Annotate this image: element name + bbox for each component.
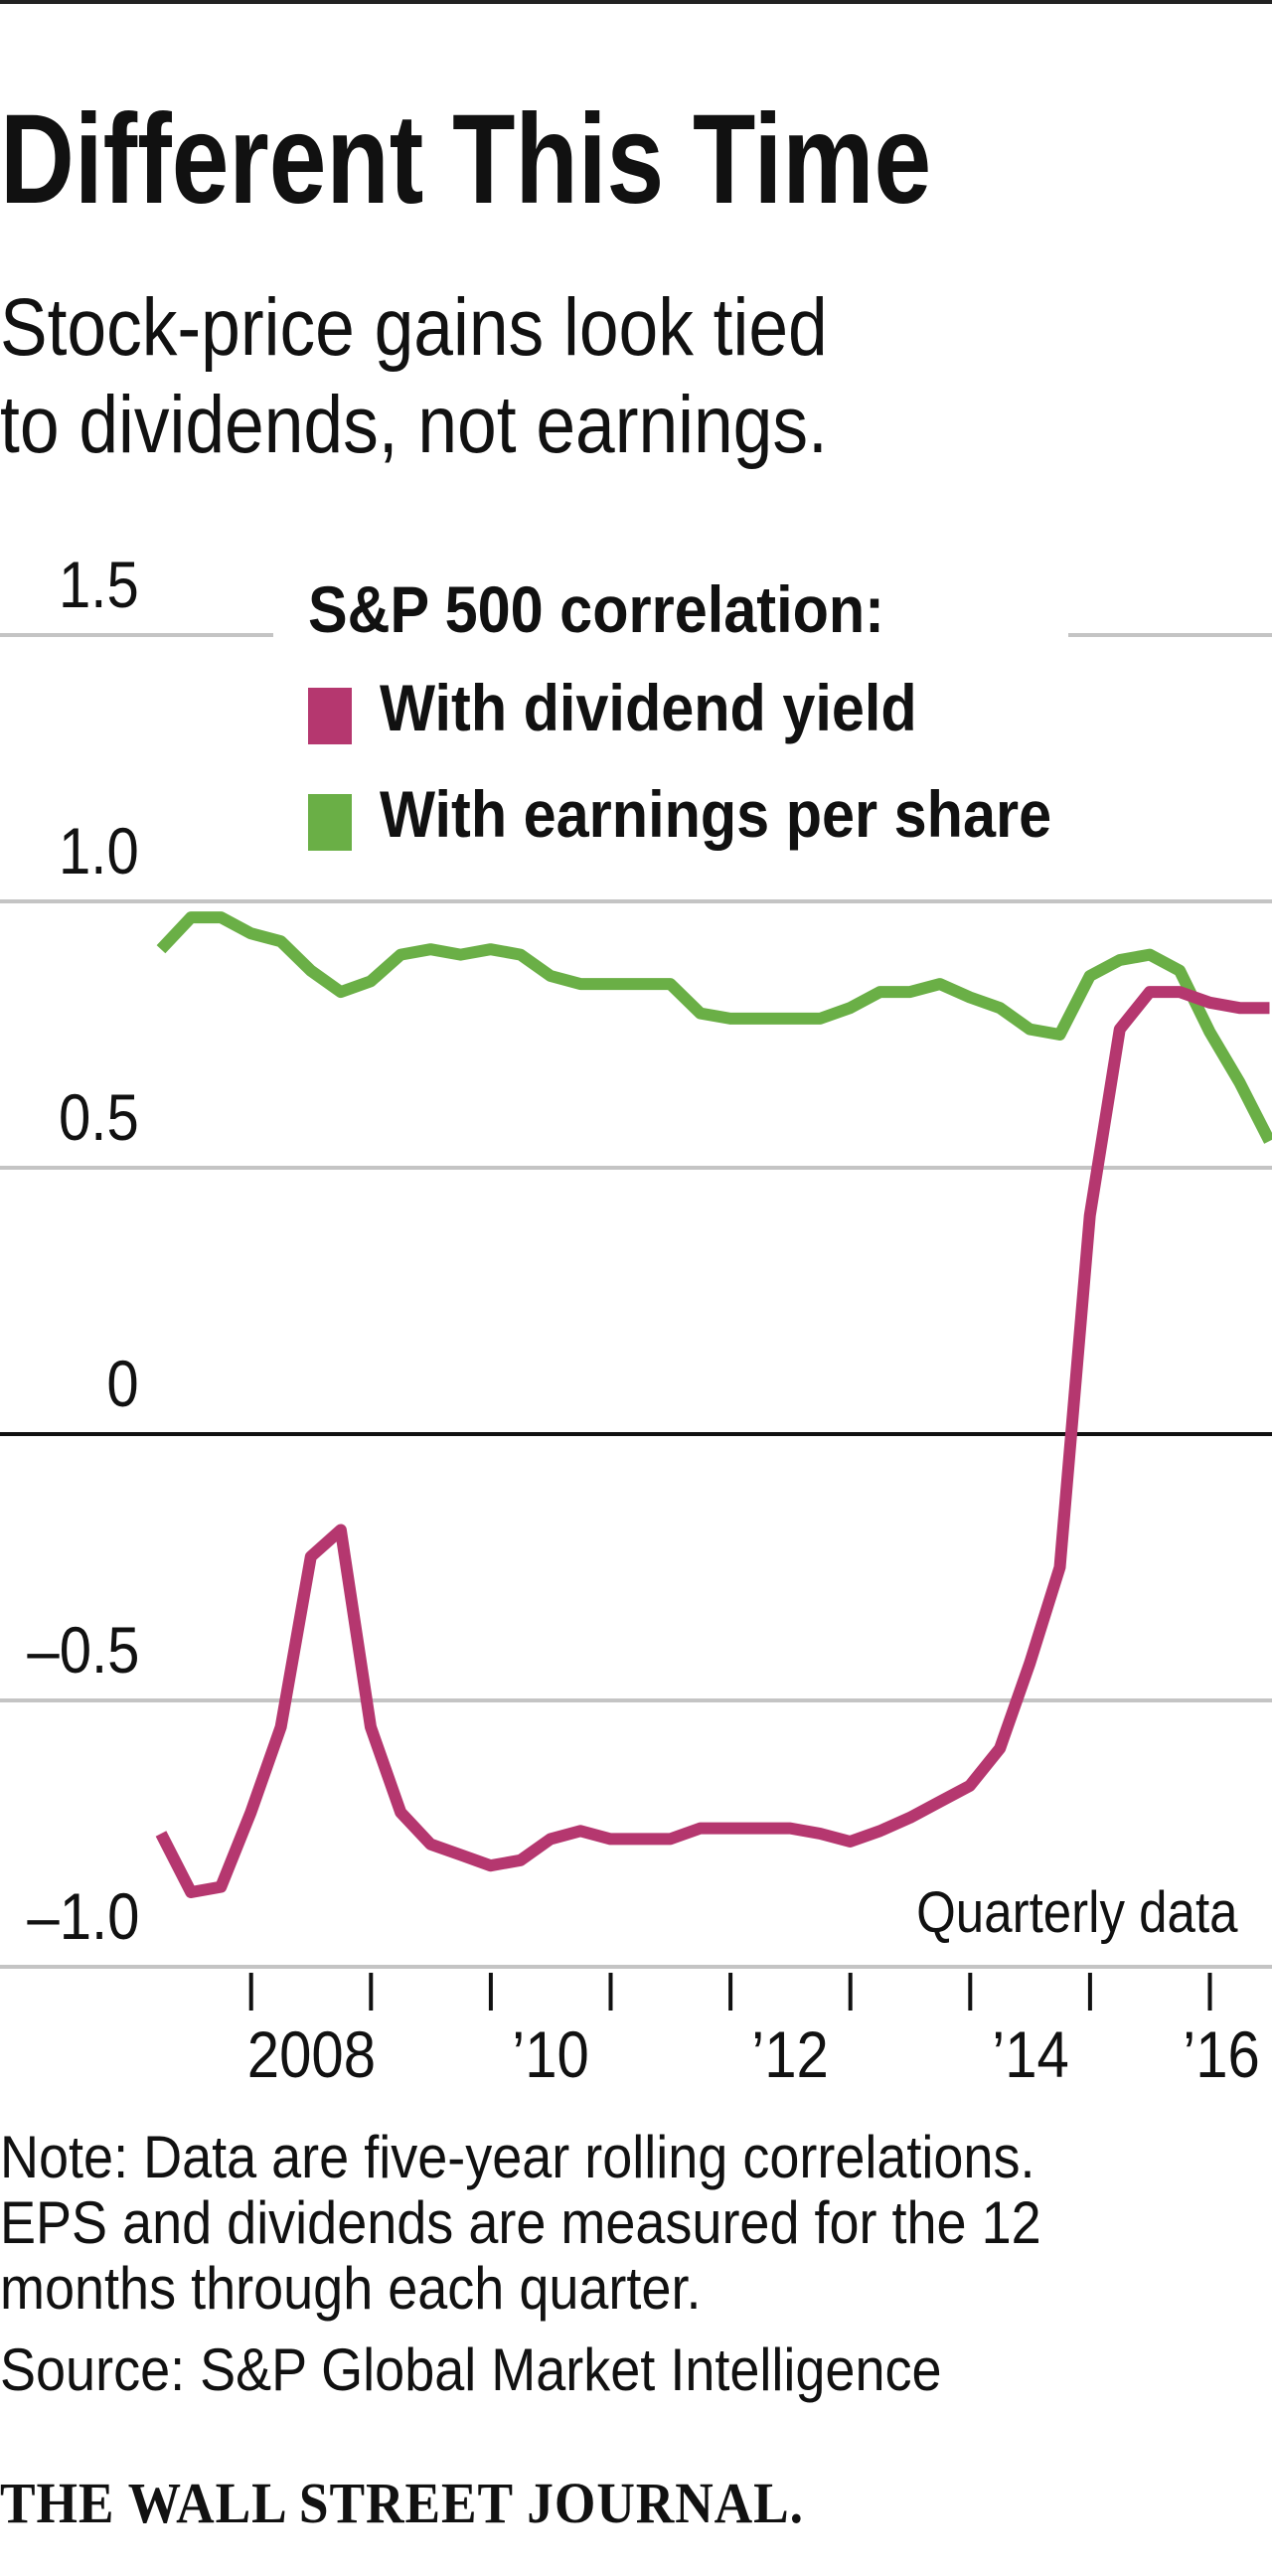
y-tick-label: 1.5 [0, 552, 139, 617]
legend-label: With earnings per share [380, 777, 1052, 851]
note-line-2: EPS and dividends are measured for the 1… [0, 2193, 1157, 2253]
quarterly-data-annotation: Quarterly data [873, 1884, 1238, 1942]
y-tick-label: 0.5 [0, 1084, 139, 1150]
note-text: months through each quarter. [0, 2255, 702, 2322]
x-tick-label-text: ’14 [991, 2017, 1069, 2091]
legend-background [273, 596, 1068, 676]
x-tick-label: ’14 [987, 2021, 1074, 2087]
top-rule [0, 0, 1272, 4]
series-line [155, 986, 1270, 1898]
x-tick-label: ’10 [507, 2021, 594, 2087]
subtitle-text: Stock-price gains look tied [0, 282, 828, 373]
y-tick-label: 0 [0, 1351, 139, 1416]
subtitle-line-2: to dividends, not earnings. [0, 385, 951, 466]
series-lines [155, 911, 1272, 1898]
y-tick-label-text: 0 [106, 1347, 139, 1420]
legend-item-dividend: With dividend yield [380, 675, 977, 740]
wsj-logo: THE WALL STREET JOURNAL. [0, 2475, 874, 2532]
title-text: Different This Time [0, 88, 932, 231]
x-tick-label: ’12 [746, 2021, 834, 2087]
x-tick-label-text: ’16 [1183, 2017, 1261, 2091]
y-tick-label-text: –0.5 [26, 1613, 139, 1687]
note-text: EPS and dividends are measured for the 1… [0, 2189, 1041, 2256]
legend-swatch-eps [308, 794, 352, 851]
subtitle-text: to dividends, not earnings. [0, 380, 828, 470]
y-tick-label-text: 0.5 [59, 1080, 139, 1154]
series-earnings-per-share [156, 911, 1272, 1144]
y-tick-label-text: 1.0 [59, 814, 139, 887]
x-axis-ticks [248, 1973, 1212, 2011]
y-tick-label-text: –1.0 [26, 1879, 139, 1953]
series-dividend-yield [155, 986, 1270, 1898]
note-text: Note: Data are five-year rolling correla… [0, 2124, 1035, 2190]
note-line-1: Note: Data are five-year rolling correla… [0, 2128, 1150, 2187]
chart-title: Different This Time [0, 96, 1150, 224]
legend-label: With dividend yield [380, 671, 917, 744]
x-tick-label: 2008 [238, 2021, 385, 2087]
y-tick-label-text: 1.5 [59, 548, 139, 621]
source-line: Source: S&P Global Market Intelligence [0, 2340, 1046, 2400]
x-tick-label-text: ’12 [751, 2017, 830, 2091]
note-line-3: months through each quarter. [0, 2259, 779, 2319]
legend-item-eps: With earnings per share [380, 781, 1126, 847]
x-tick-label-text: ’10 [512, 2017, 589, 2091]
annotation-text: Quarterly data [916, 1880, 1238, 1945]
legend-title-text: S&P 500 correlation: [308, 572, 884, 646]
y-tick-label: –1.0 [0, 1883, 139, 1949]
x-tick-label: ’16 [1178, 2021, 1265, 2087]
series-line [156, 911, 1272, 1144]
x-tick-label-text: 2008 [246, 2017, 376, 2091]
subtitle-line-1: Stock-price gains look tied [0, 287, 951, 369]
y-tick-label: –0.5 [0, 1617, 139, 1683]
logo-text: THE WALL STREET JOURNAL. [0, 2471, 804, 2535]
legend-swatch-dividend [308, 688, 352, 744]
y-tick-label: 1.0 [0, 818, 139, 884]
legend-title: S&P 500 correlation: [308, 576, 948, 642]
source-text: Source: S&P Global Market Intelligence [0, 2336, 942, 2403]
